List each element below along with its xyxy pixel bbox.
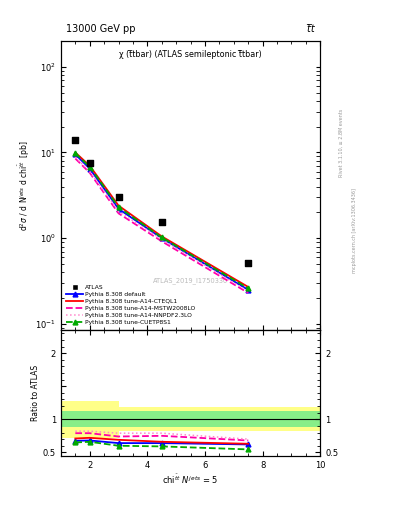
Text: mcplots.cern.ch [arXiv:1306.3436]: mcplots.cern.ch [arXiv:1306.3436] <box>352 188 357 273</box>
Legend: ATLAS, Pythia 8.308 default, Pythia 8.308 tune-A14-CTEQL1, Pythia 8.308 tune-A14: ATLAS, Pythia 8.308 default, Pythia 8.30… <box>64 282 198 327</box>
Text: 13000 GeV pp: 13000 GeV pp <box>66 24 136 34</box>
Y-axis label: d$^2\sigma$ / d N$^{jets}$ d chi$^{\bar{t}t}$  [pb]: d$^2\sigma$ / d N$^{jets}$ d chi$^{\bar{… <box>17 140 33 231</box>
Point <box>86 159 93 167</box>
X-axis label: chi$^{\bar{t}t}$ $N^{jets}$ = 5: chi$^{\bar{t}t}$ $N^{jets}$ = 5 <box>162 472 219 486</box>
Point <box>245 259 252 267</box>
Point <box>159 218 165 226</box>
Y-axis label: Ratio to ATLAS: Ratio to ATLAS <box>31 365 40 421</box>
Text: χ (t̅tbar) (ATLAS semileptonic t̅tbar): χ (t̅tbar) (ATLAS semileptonic t̅tbar) <box>119 50 262 59</box>
Text: Rivet 3.1.10, ≥ 2.8M events: Rivet 3.1.10, ≥ 2.8M events <box>339 109 344 178</box>
Text: ATLAS_2019_I1750330: ATLAS_2019_I1750330 <box>153 278 228 284</box>
Text: t̅t: t̅t <box>307 24 315 34</box>
Point <box>116 193 122 201</box>
Point <box>72 136 79 144</box>
